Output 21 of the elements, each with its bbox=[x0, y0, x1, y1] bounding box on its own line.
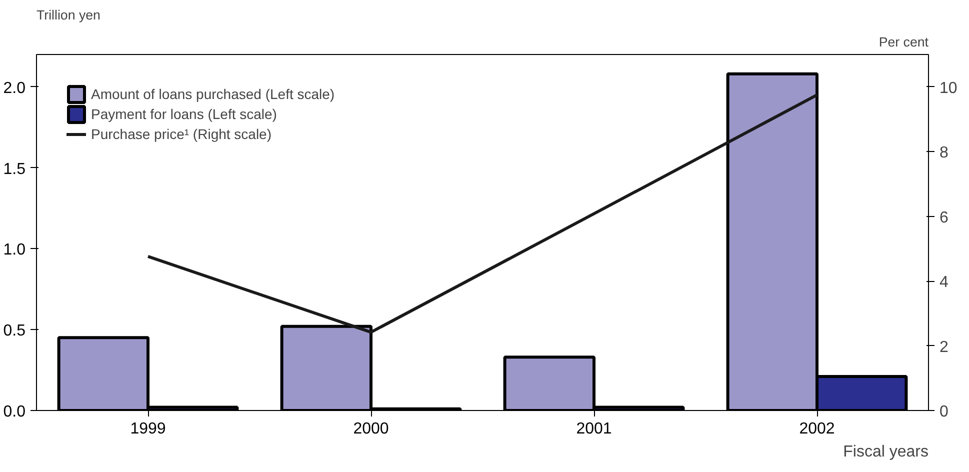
legend-label: Amount of loans purchased (Left scale) bbox=[91, 86, 335, 102]
y-tick-label: 0.5 bbox=[3, 322, 26, 340]
legend-label: Payment for loans (Left scale) bbox=[91, 106, 277, 122]
y-axis-title: Trillion yen bbox=[36, 8, 100, 22]
y2-axis-title: Per cent bbox=[878, 34, 929, 50]
y-tick-label: 1.5 bbox=[3, 160, 26, 178]
y-tick-label: 2.0 bbox=[3, 80, 26, 97]
y2-tick-label: 6 bbox=[940, 209, 948, 226]
x-tick-label: 2001 bbox=[576, 420, 612, 438]
y2-tick-label: 10 bbox=[940, 80, 958, 97]
x-tick-label: 2002 bbox=[799, 420, 835, 438]
y2-tick-label: 8 bbox=[940, 144, 948, 162]
x-tick-label: 1999 bbox=[130, 420, 166, 438]
x-tick-label: 2000 bbox=[353, 420, 389, 438]
legend-label: Purchase price¹ (Right scale) bbox=[91, 126, 272, 142]
y2-tick-label: 0 bbox=[940, 404, 948, 420]
x-axis-title: Fiscal years bbox=[843, 444, 929, 460]
y2-tick-label: 4 bbox=[940, 274, 948, 292]
y-tick-label: 0.0 bbox=[3, 404, 26, 420]
y-tick-label: 1.0 bbox=[3, 242, 26, 259]
y2-tick-label: 2 bbox=[940, 338, 948, 356]
